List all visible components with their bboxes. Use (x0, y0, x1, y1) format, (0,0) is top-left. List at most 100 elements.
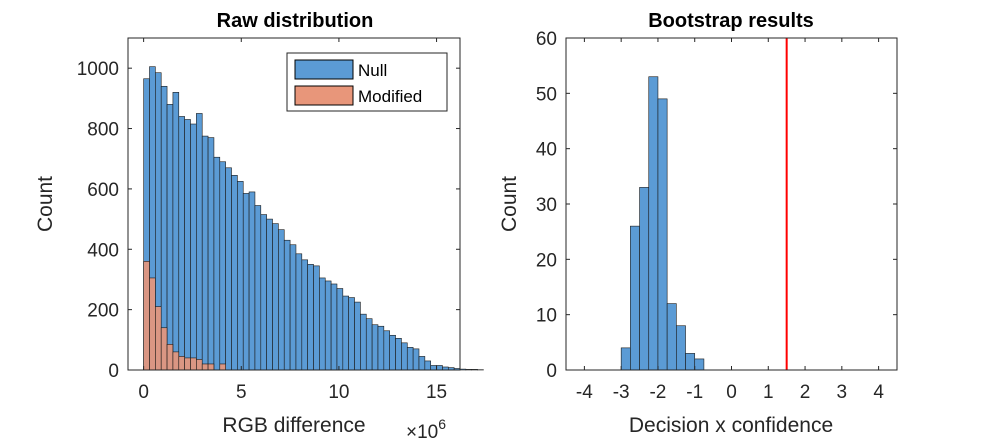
bootstrap-results-y-axis-label: Count (498, 176, 521, 232)
bootstrap-results-title: Bootstrap results (648, 10, 814, 32)
x-tick-label: 2 (800, 382, 811, 403)
raw-bar-null (371, 324, 379, 371)
x-tick-label: 3 (837, 382, 848, 403)
raw-bar-null (237, 181, 244, 371)
y-tick-label: 800 (87, 120, 119, 141)
raw-bar-null (330, 283, 338, 371)
raw-bar-null (319, 277, 326, 371)
raw-bar-modified (190, 357, 197, 371)
raw-bar-null (389, 334, 396, 371)
raw-bar-null (360, 313, 367, 371)
legend-swatch-modified (294, 85, 354, 106)
raw-bar-null (365, 318, 373, 371)
raw-bar-null (166, 104, 174, 371)
raw-bar-null (190, 123, 197, 371)
y-tick-label: 0 (108, 361, 119, 382)
x-tick-label: -4 (576, 382, 593, 403)
raw-bar-null (160, 85, 168, 371)
raw-distribution-legend: Null Modified (286, 52, 448, 112)
bootstrap-bar-series0 (648, 76, 659, 371)
raw-bar-null (377, 325, 385, 371)
raw-distribution-x-axis-label: RGB difference (222, 414, 365, 437)
x-exponent-base: ×10 (406, 422, 438, 443)
raw-bar-modified (219, 363, 226, 371)
raw-bar-null (289, 244, 297, 371)
raw-bar-null (272, 223, 279, 371)
x-tick-label: -3 (613, 382, 630, 403)
legend-label-modified: Modified (358, 87, 422, 106)
y-tick-label: 20 (536, 250, 557, 271)
raw-bar-null (201, 135, 209, 371)
raw-distribution-axes-box (127, 37, 461, 371)
raw-bar-null (219, 161, 226, 371)
x-exponent-label: ×106 (406, 416, 446, 443)
bootstrap-bar-series0 (694, 358, 705, 371)
legend-label-null: Null (358, 61, 387, 80)
y-tick-label: 10 (536, 306, 557, 327)
raw-bar-modified (201, 363, 209, 371)
raw-bar-null (383, 330, 390, 371)
raw-bar-null (406, 347, 414, 371)
raw-bar-null (196, 113, 203, 371)
raw-bar-null (459, 368, 467, 371)
raw-bar-modified (178, 356, 185, 371)
legend-swatch-null (294, 59, 354, 80)
y-tick-label: 600 (87, 180, 119, 201)
raw-bar-modified (196, 359, 203, 371)
x-exponent-power: 6 (438, 416, 446, 432)
raw-bar-null (254, 205, 262, 371)
bootstrap-bar-series0 (676, 325, 686, 371)
raw-bar-null (213, 156, 221, 371)
bootstrap-bar-series0 (630, 225, 640, 371)
y-tick-label: 1000 (77, 59, 119, 80)
raw-bar-null (430, 365, 437, 371)
raw-bar-modified (184, 357, 191, 371)
raw-bar-null (278, 229, 285, 371)
raw-bar-modified (143, 261, 150, 371)
raw-distribution-title: Raw distribution (217, 10, 374, 32)
raw-bar-null (436, 365, 443, 371)
x-tick-label: -2 (649, 382, 666, 403)
raw-bar-null (324, 280, 332, 371)
raw-bar-null (207, 137, 215, 371)
raw-bar-null (395, 338, 402, 371)
raw-bar-null (242, 193, 250, 371)
raw-bar-modified (149, 277, 156, 371)
raw-bar-null (342, 295, 349, 371)
bootstrap-bar-series0 (685, 353, 696, 371)
raw-bar-null (418, 356, 426, 371)
raw-bar-modified (155, 306, 162, 371)
bootstrap-results-panel: Bootstrap results -4 -3 -2 -1 0 1 2 3 4010203040… (498, 10, 898, 437)
y-tick-label: 30 (536, 195, 557, 216)
y-tick-label: 400 (87, 240, 119, 261)
raw-bar-null (172, 92, 180, 371)
raw-bar-null (231, 175, 238, 371)
raw-bar-null (295, 253, 303, 371)
raw-bar-null (184, 119, 191, 371)
bootstrap-results-x-axis-label: Decision x confidence (629, 414, 833, 437)
x-tick-label: 10 (328, 382, 349, 403)
raw-bar-modified (207, 363, 215, 371)
raw-bar-null (283, 239, 291, 371)
bootstrap-bar-series0 (657, 98, 668, 371)
raw-bar-null (248, 191, 256, 371)
raw-bar-null (354, 301, 361, 371)
x-tick-label: 1 (763, 382, 774, 403)
raw-bar-null (424, 360, 432, 371)
raw-bar-null (301, 259, 308, 371)
raw-bar-null (178, 116, 185, 371)
raw-distribution-ticks: 0 5 10 15 0 200 400 600 800 1000 (77, 38, 460, 403)
x-tick-label: 0 (138, 382, 149, 403)
raw-bar-null (336, 288, 344, 371)
bootstrap-bar-series0 (639, 187, 650, 371)
raw-bar-null (266, 218, 273, 371)
raw-bar-modified (172, 351, 180, 371)
raw-distribution-panel: Raw distribution 0 5 10 15 0 200 400 600 800 1000… (34, 10, 484, 443)
x-tick-label: -1 (686, 382, 703, 403)
raw-bar-null (348, 297, 355, 371)
bootstrap-bar-series0 (666, 303, 677, 371)
raw-bar-null (412, 348, 420, 371)
raw-bar-null (307, 264, 314, 371)
